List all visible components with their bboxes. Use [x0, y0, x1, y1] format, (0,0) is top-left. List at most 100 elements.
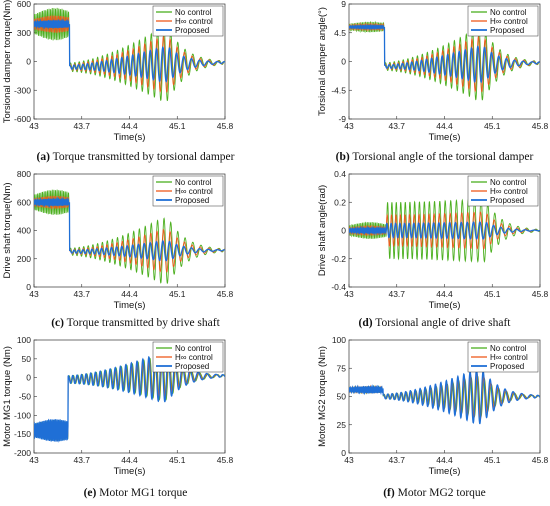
x-tick-label: 43 [344, 289, 354, 299]
legend-label-no-control: No control [175, 178, 212, 187]
y-tick-label: 100 [17, 335, 31, 345]
x-tick-label: 45.1 [169, 289, 186, 299]
x-tick-label: 45.8 [532, 455, 549, 465]
x-tick-label: 45.1 [484, 289, 501, 299]
y-tick-label: 0 [26, 282, 31, 292]
x-tick-label: 45.1 [169, 121, 186, 131]
caption-text: Motor MG1 torque [96, 487, 187, 499]
x-tick-label: 43 [29, 289, 39, 299]
y-tick-label: 0 [341, 448, 346, 458]
x-axis-label: Time(s) [114, 300, 146, 311]
x-tick-label: 43 [29, 455, 39, 465]
x-tick-label: 44.4 [121, 455, 138, 465]
x-tick-label: 45.1 [484, 455, 501, 465]
y-axis-label: Motor MG1 torque (Nm) [2, 346, 13, 447]
caption-c: (c) Torque transmitted by drive shaft [51, 317, 220, 329]
x-tick-label: 44.4 [121, 121, 138, 131]
y-tick-label: -200 [14, 448, 31, 458]
legend-label-no-control: No control [490, 344, 527, 353]
x-tick-label: 43 [344, 455, 354, 465]
caption-e: (e) Motor MG1 torque [84, 487, 188, 499]
caption-d: (d) Torsional angle of drive shaft [359, 317, 512, 329]
x-tick-label: 45.1 [169, 455, 186, 465]
chart-panel-f: 43 43.7 44.4 45.1 45.8 0 25 50 75 100 Time(s) Motor… [317, 335, 549, 499]
legend-label-proposed: Proposed [175, 26, 209, 35]
x-tick-label: 44.4 [436, 289, 453, 299]
x-tick-label: 43.7 [388, 289, 405, 299]
x-axis-label: Time(s) [114, 132, 146, 143]
series-line-proposed [349, 367, 540, 425]
chart-panel-c: 43 43.7 44.4 45.1 45.8 0 200 400 600 800 Time(s) Dr… [2, 169, 234, 329]
legend-label-hinf-control: H∞ control [175, 353, 213, 362]
legend-label-proposed: Proposed [490, 26, 524, 35]
x-axis-label: Time(s) [429, 466, 461, 477]
y-tick-label: 0 [26, 57, 31, 67]
y-tick-label: 400 [17, 226, 31, 236]
x-tick-label: 44.4 [436, 455, 453, 465]
caption-b: (b) Torsional angle of the torsional dam… [336, 151, 534, 163]
x-tick-label: 43.7 [388, 455, 405, 465]
y-axis-label: Motor MG2 torque (Nm) [317, 346, 328, 447]
y-tick-label: 0 [341, 57, 346, 67]
y-tick-label: 0 [341, 226, 346, 236]
x-tick-label: 43 [344, 121, 354, 131]
x-tick-label: 43.7 [388, 121, 405, 131]
x-tick-label: 45.8 [217, 455, 234, 465]
x-tick-label: 45.8 [532, 121, 549, 131]
y-tick-label: 600 [17, 197, 31, 207]
y-tick-label: -9 [338, 114, 346, 124]
series-line-no-control [34, 189, 225, 284]
caption-tag: (f) [383, 487, 395, 499]
legend-label-proposed: Proposed [175, 362, 209, 371]
legend-label-hinf-control: H∞ control [490, 187, 528, 196]
caption-text: Torsional angle of drive shaft [373, 317, 512, 329]
legend-label-no-control: No control [175, 8, 212, 17]
caption-tag: (b) [336, 151, 350, 163]
series-line-no-control [34, 7, 225, 102]
x-axis-label: Time(s) [429, 300, 461, 311]
x-tick-label: 45.8 [217, 121, 234, 131]
x-tick-label: 43.7 [73, 121, 90, 131]
legend-label-proposed: Proposed [490, 362, 524, 371]
caption-a: (a) Torque transmitted by torsional damp… [37, 151, 235, 163]
chart-panel-b: 43 43.7 44.4 45.1 45.8 -9 -4.5 0 4.5 9 Time(s) Tors… [317, 0, 549, 163]
caption-tag: (d) [359, 317, 373, 329]
y-tick-label: 100 [332, 335, 346, 345]
series-line-proposed [34, 196, 225, 262]
x-tick-label: 45.8 [217, 289, 234, 299]
y-axis-label: Drive shaft angle(rad) [317, 185, 328, 276]
x-tick-label: 44.4 [121, 289, 138, 299]
y-tick-label: 4.5 [334, 28, 346, 38]
chart-panel-e: 43 43.7 44.4 45.1 45.8 -200 -150 -100 -50 0 50 100 T… [2, 335, 234, 499]
x-tick-label: 45.1 [484, 121, 501, 131]
caption-text: Torque transmitted by drive shaft [64, 317, 221, 329]
y-tick-label: 600 [17, 0, 31, 9]
caption-tag: (c) [51, 317, 64, 329]
x-tick-label: 45.8 [532, 289, 549, 299]
legend-label-hinf-control: H∞ control [490, 353, 528, 362]
y-tick-label: 9 [341, 0, 346, 9]
y-tick-label: -600 [14, 114, 31, 124]
series-line-proposed [34, 18, 225, 83]
x-axis-label: Time(s) [429, 132, 461, 143]
legend-label-no-control: No control [490, 8, 527, 17]
y-tick-label: 200 [17, 254, 31, 264]
y-tick-label: -150 [14, 429, 31, 439]
caption-text: Torque transmitted by torsional damper [50, 151, 235, 163]
x-tick-label: 43 [29, 121, 39, 131]
y-axis-label: Drive shaft torque(Nm) [2, 182, 13, 278]
legend-label-hinf-control: H∞ control [490, 17, 528, 26]
y-tick-label: 800 [17, 169, 31, 179]
y-tick-label: 25 [337, 420, 347, 430]
y-tick-label: -100 [14, 410, 31, 420]
y-tick-label: 0.4 [334, 169, 346, 179]
y-axis-label: Torsional damper torque(Nm) [2, 0, 13, 123]
y-tick-label: 50 [22, 354, 32, 364]
y-tick-label: 0.2 [334, 197, 346, 207]
